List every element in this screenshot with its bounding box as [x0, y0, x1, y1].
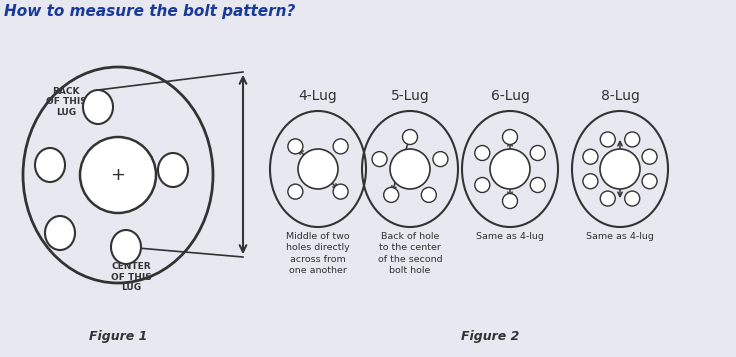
Circle shape — [333, 184, 348, 199]
Circle shape — [583, 149, 598, 164]
Circle shape — [475, 146, 489, 161]
Circle shape — [421, 187, 436, 202]
Circle shape — [298, 149, 338, 189]
Ellipse shape — [111, 230, 141, 264]
Circle shape — [475, 177, 489, 192]
Circle shape — [288, 184, 303, 199]
Circle shape — [530, 177, 545, 192]
Ellipse shape — [45, 216, 75, 250]
Text: Same as 4-lug: Same as 4-lug — [586, 232, 654, 241]
Circle shape — [383, 187, 399, 202]
Text: Back of hole
to the center
of the second
bolt hole: Back of hole to the center of the second… — [378, 232, 442, 275]
Circle shape — [372, 152, 387, 167]
Circle shape — [642, 174, 657, 189]
Text: 6-Lug: 6-Lug — [491, 89, 529, 103]
Circle shape — [642, 149, 657, 164]
Circle shape — [288, 139, 303, 154]
Circle shape — [433, 152, 448, 167]
Circle shape — [490, 149, 530, 189]
Circle shape — [625, 191, 640, 206]
Circle shape — [333, 139, 348, 154]
Circle shape — [583, 174, 598, 189]
Circle shape — [625, 132, 640, 147]
Circle shape — [601, 191, 615, 206]
Text: Figure 2: Figure 2 — [461, 330, 519, 343]
Text: Figure 1: Figure 1 — [89, 330, 147, 343]
Circle shape — [530, 146, 545, 161]
Text: Same as 4-lug: Same as 4-lug — [476, 232, 544, 241]
Text: BACK
OF THIS
LUG: BACK OF THIS LUG — [46, 87, 86, 117]
Circle shape — [390, 149, 430, 189]
Circle shape — [503, 130, 517, 145]
Text: How to measure the bolt pattern?: How to measure the bolt pattern? — [4, 4, 295, 19]
Text: +: + — [110, 166, 126, 184]
Ellipse shape — [83, 90, 113, 124]
Circle shape — [80, 137, 156, 213]
Circle shape — [601, 132, 615, 147]
Circle shape — [600, 149, 640, 189]
Text: Middle of two
holes directly
across from
one another: Middle of two holes directly across from… — [286, 232, 350, 275]
Circle shape — [503, 193, 517, 208]
Text: 5-Lug: 5-Lug — [391, 89, 429, 103]
Text: 8-Lug: 8-Lug — [601, 89, 640, 103]
Circle shape — [403, 130, 417, 145]
Text: 4-Lug: 4-Lug — [299, 89, 337, 103]
Text: CENTER
OF THIS
LUG: CENTER OF THIS LUG — [110, 262, 152, 292]
Ellipse shape — [158, 153, 188, 187]
Ellipse shape — [35, 148, 65, 182]
